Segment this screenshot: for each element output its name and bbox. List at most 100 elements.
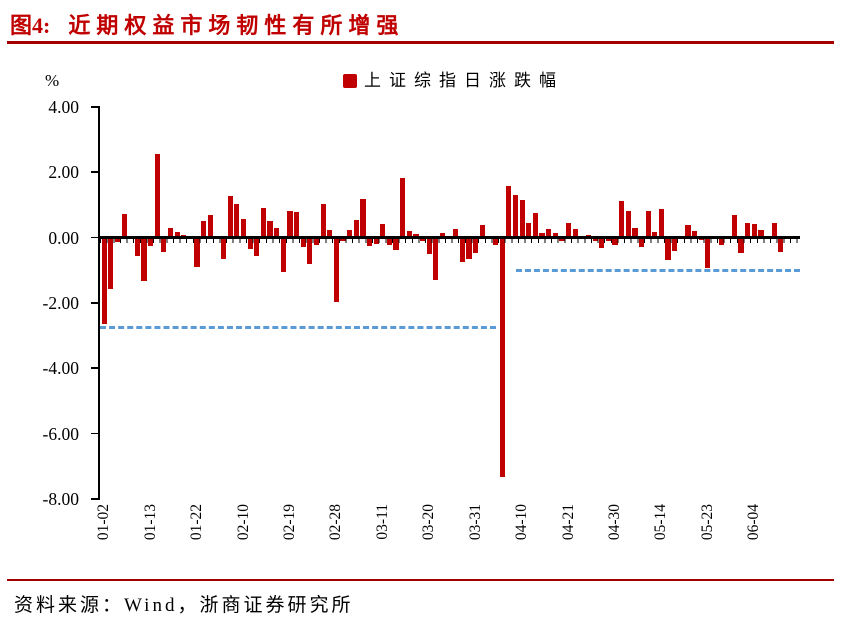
bar — [121, 214, 127, 238]
x-axis-tick-label: 01-13 — [141, 504, 159, 541]
bar — [552, 233, 558, 238]
bar — [459, 237, 466, 263]
bar — [254, 237, 260, 257]
x-axis-tick-label: 04-30 — [606, 504, 624, 541]
y-axis-unit-label: % — [45, 71, 60, 90]
x-axis-tick-label: 05-14 — [652, 504, 670, 541]
bar — [400, 178, 406, 238]
bar — [221, 237, 227, 259]
bar — [473, 237, 479, 253]
bar — [380, 224, 386, 238]
bar — [731, 214, 738, 238]
bar — [652, 231, 658, 238]
x-axis-tick-label: 05-23 — [698, 504, 716, 541]
bar — [413, 233, 419, 238]
bar — [406, 231, 412, 238]
bar — [240, 219, 247, 238]
x-axis-tick-label: 04-10 — [513, 504, 531, 541]
bar — [167, 228, 174, 238]
y-axis-tick-label: 4.00 — [48, 96, 79, 117]
bar — [174, 231, 180, 238]
bar — [619, 200, 625, 238]
y-axis-tick — [91, 236, 98, 239]
bar — [333, 237, 339, 303]
bar — [692, 230, 698, 238]
bar — [771, 223, 777, 238]
x-axis-tick-label: 01-02 — [95, 504, 113, 541]
bar — [632, 228, 638, 238]
bar — [347, 230, 353, 238]
bar — [745, 223, 751, 238]
bar — [101, 237, 107, 325]
bar — [479, 225, 485, 238]
x-axis-tick-label: 06-04 — [745, 504, 763, 541]
bar — [161, 237, 167, 252]
bar — [672, 237, 678, 251]
dashed-reference-line — [100, 325, 496, 329]
bar — [738, 237, 744, 253]
bar — [154, 154, 160, 238]
dashed-reference-line — [515, 269, 800, 273]
bar — [260, 208, 266, 238]
bar — [625, 211, 631, 238]
y-axis-tick-label: 0.00 — [48, 227, 79, 248]
legend-marker-square — [343, 74, 357, 88]
y-axis-line — [98, 106, 100, 501]
y-axis-tick — [91, 171, 98, 173]
x-axis-tick-label: 02-19 — [280, 504, 298, 541]
bar — [433, 237, 439, 280]
x-axis-tick-label: 04-21 — [559, 504, 577, 541]
bar — [658, 209, 665, 238]
bar — [207, 214, 213, 238]
y-axis-tick-label: 2.00 — [48, 162, 79, 183]
bar — [512, 194, 519, 238]
bar — [293, 212, 300, 238]
bar — [519, 199, 525, 238]
y-axis-tick — [91, 105, 98, 108]
bar — [274, 228, 280, 238]
bar — [320, 204, 326, 238]
bar — [506, 185, 512, 238]
y-axis-tick-label: -6.00 — [42, 423, 79, 444]
x-axis-tick-label: 02-10 — [234, 504, 252, 541]
figure-label: 图4: — [10, 13, 51, 38]
category-tick-strip — [100, 238, 800, 243]
y-axis-tick-label: -4.00 — [42, 358, 79, 379]
bar — [778, 237, 784, 252]
x-axis-tick-label: 03-31 — [466, 504, 484, 541]
bar — [360, 199, 366, 238]
x-axis-tick-label: 02-28 — [327, 504, 345, 541]
bar — [234, 204, 240, 238]
bar — [565, 222, 572, 238]
bar — [267, 221, 273, 238]
bar — [393, 237, 399, 251]
bar — [227, 195, 233, 238]
bar — [499, 237, 505, 478]
bar — [546, 229, 552, 238]
legend: 上证综指日涨跌幅 — [343, 72, 564, 90]
title-rule — [7, 41, 834, 44]
bar — [287, 211, 293, 238]
figure-title: 图4: 近期权益市场韧性有所增强 — [10, 8, 404, 40]
bar — [453, 229, 459, 238]
bottom-rule — [7, 579, 834, 582]
bar — [685, 225, 691, 238]
source-text: 资料来源：Wind，浙商证券研究所 — [14, 595, 354, 616]
bar — [353, 220, 359, 238]
y-axis-tick — [91, 498, 98, 500]
x-axis-tick-label: 03-11 — [373, 504, 391, 540]
y-axis-tick — [91, 302, 98, 304]
bar — [645, 210, 651, 238]
y-axis-tick-label: -8.00 — [42, 489, 79, 510]
bar — [426, 237, 432, 255]
x-axis-tick-label: 01-22 — [188, 504, 206, 541]
bar — [532, 212, 538, 238]
bar — [181, 234, 187, 238]
bar — [194, 237, 200, 267]
bar — [751, 223, 757, 238]
bar — [108, 237, 114, 289]
bar — [201, 220, 207, 238]
y-axis-tick-label: -2.00 — [42, 292, 79, 313]
bar — [758, 229, 764, 238]
